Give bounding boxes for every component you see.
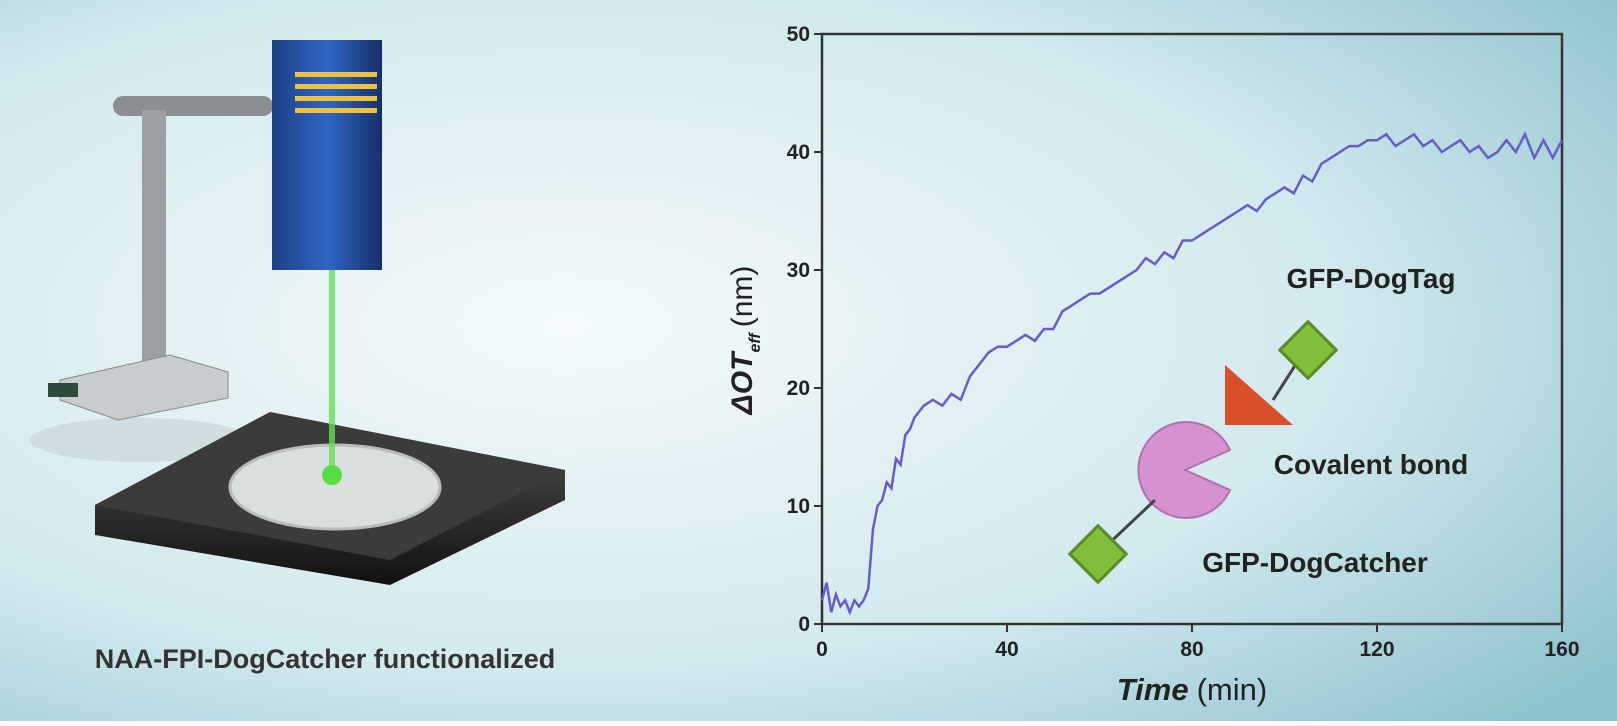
y-axis-label: ΔOTeff (nm) <box>726 266 764 416</box>
x-tick-label: 0 <box>816 638 828 661</box>
y-tick-label: 50 <box>787 23 810 46</box>
x-tick-label: 120 <box>1359 638 1394 661</box>
caption: NAA-FPI-DogCatcher functionalized <box>95 644 556 674</box>
y-tick-label: 10 <box>787 495 810 518</box>
y-tick-label: 30 <box>787 259 810 282</box>
x-label-name: Time <box>1117 672 1189 707</box>
x-tick-label: 40 <box>995 638 1018 661</box>
y-tick-label: 20 <box>787 377 810 400</box>
annotation: GFP-DogTag <box>1286 263 1455 294</box>
x-axis-label: Time (min) <box>1117 672 1267 707</box>
x-label-unit: (min) <box>1197 672 1268 707</box>
binding-diagram <box>1067 319 1339 585</box>
annotation: GFP-DogCatcher <box>1202 547 1428 578</box>
y-label-subscript: eff <box>747 332 764 353</box>
x-tick-label: 160 <box>1544 638 1579 661</box>
instrument-illustration <box>30 40 565 585</box>
x-tick-label: 80 <box>1180 638 1203 661</box>
annotation: Covalent bond <box>1274 449 1468 480</box>
y-label-unit: (nm) <box>726 266 759 328</box>
y-tick-label: 40 <box>787 141 810 164</box>
y-label-symbol: ΔOT <box>726 350 759 415</box>
y-tick-label: 0 <box>798 613 810 636</box>
data-line <box>820 131 1564 616</box>
